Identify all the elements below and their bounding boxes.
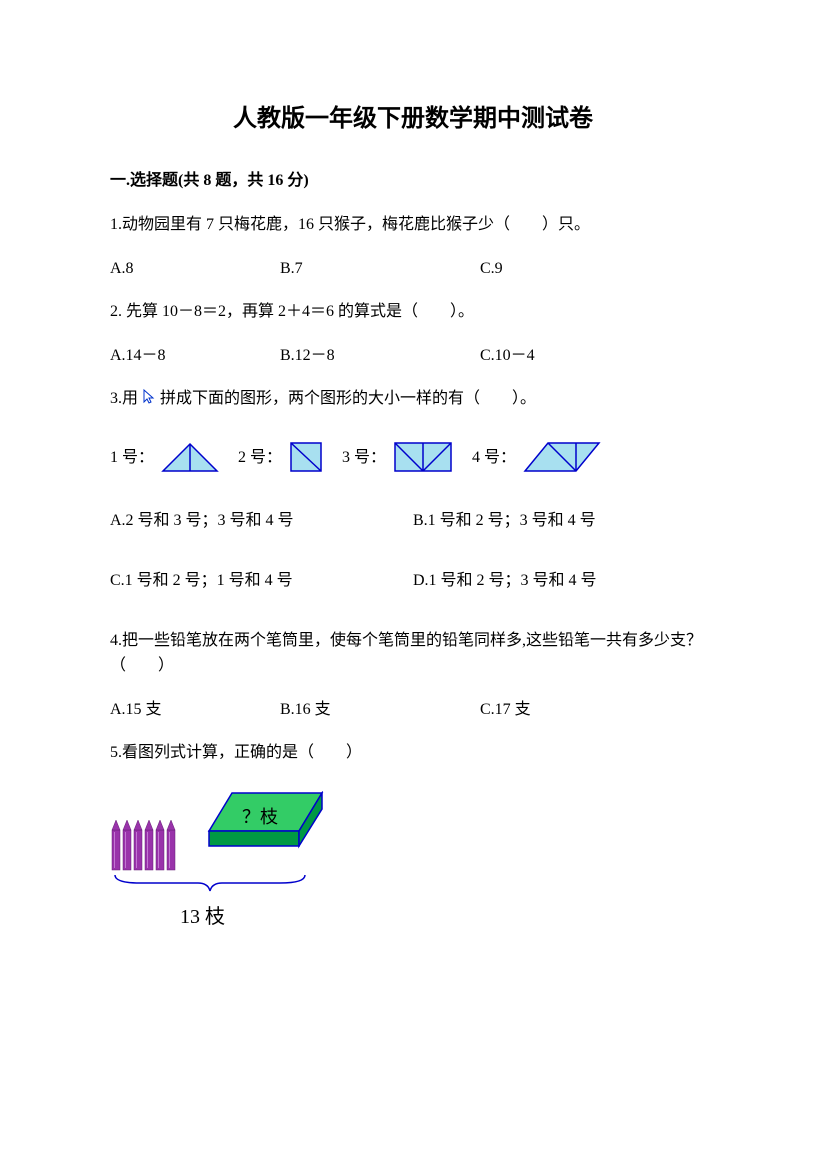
q5-illustration: ？枝 13 枝 <box>110 791 716 933</box>
section-header: 一.选择题(共 8 题，共 16 分) <box>110 168 716 194</box>
q1-opt-c: C.9 <box>480 256 503 282</box>
q3-opt-d: D.1 号和 2 号；3 号和 4 号 <box>413 568 716 594</box>
question-3: 3.用 拼成下面的图形，两个图形的大小一样的有（ ）。 <box>110 386 716 412</box>
shape-2-svg <box>288 440 324 474</box>
pencil-3 <box>134 820 142 870</box>
question-1: 1.动物园里有 7 只梅花鹿，16 只猴子，梅花鹿比猴子少（ ）只。 <box>110 212 716 238</box>
q3-opt-a: A.2 号和 3 号；3 号和 4 号 <box>110 508 413 534</box>
shape-1-svg <box>160 441 220 473</box>
q3-text-prefix: 3.用 <box>110 390 138 407</box>
q2-opt-a: A.14－8 <box>110 343 280 369</box>
q1-opt-b: B.7 <box>280 256 480 282</box>
q3-text-suffix: 拼成下面的图形，两个图形的大小一样的有（ ）。 <box>160 390 536 407</box>
shape-2-label: 2 号： <box>238 445 282 471</box>
q2-opt-b: B.12－8 <box>280 343 480 369</box>
question-5: 5.看图列式计算，正确的是（ ） <box>110 740 716 766</box>
q3-opt-b: B.1 号和 2 号；3 号和 4 号 <box>413 508 716 534</box>
shape-3-label: 3 号： <box>342 445 386 471</box>
q3-options-row1: A.2 号和 3 号；3 号和 4 号 B.1 号和 2 号；3 号和 4 号 <box>110 508 716 534</box>
q1-opt-a: A.8 <box>110 256 280 282</box>
q2-opt-c: C.10－4 <box>480 343 535 369</box>
shape-2: 2 号： <box>238 440 324 474</box>
question-2: 2. 先算 10－8＝2，再算 2＋4＝6 的算式是（ ）。 <box>110 299 716 325</box>
q4-options: A.15 支 B.16 支 C.17 支 <box>110 697 716 723</box>
green-box: ？枝 <box>207 791 327 875</box>
shape-1: 1 号： <box>110 441 220 473</box>
q3-shapes: 1 号： 2 号： 3 号： 4 号： <box>110 440 716 474</box>
q4-opt-b: B.16 支 <box>280 697 480 723</box>
brace <box>110 873 716 904</box>
q4-opt-a: A.15 支 <box>110 697 280 723</box>
q3-options-row2: C.1 号和 2 号；1 号和 4 号 D.1 号和 2 号；3 号和 4 号 <box>110 568 716 594</box>
shape-4-label: 4 号： <box>472 445 516 471</box>
q2-options: A.14－8 B.12－8 C.10－4 <box>110 343 716 369</box>
pencil-1 <box>112 820 120 870</box>
q4-opt-c: C.17 支 <box>480 697 531 723</box>
pencil-5 <box>156 820 164 870</box>
pencil-4 <box>145 820 153 870</box>
shape-3-svg <box>392 440 454 474</box>
shape-4-svg <box>522 440 602 474</box>
box-label-text: ？枝 <box>242 807 278 827</box>
question-4: 4.把一些铅笔放在两个笔筒里，使每个笔筒里的铅笔同样多,这些铅笔一共有多少支？（… <box>110 628 716 679</box>
pencil-6 <box>167 820 175 870</box>
shape-4: 4 号： <box>472 440 602 474</box>
shape-1-label: 1 号： <box>110 445 154 471</box>
page-title: 人教版一年级下册数学期中测试卷 <box>110 100 716 138</box>
pencils-group <box>110 820 185 875</box>
shape-3: 3 号： <box>342 440 454 474</box>
cursor-icon <box>142 387 156 413</box>
q1-options: A.8 B.7 C.9 <box>110 256 716 282</box>
q3-opt-c: C.1 号和 2 号；1 号和 4 号 <box>110 568 413 594</box>
total-label: 13 枝 <box>180 901 716 933</box>
pencil-2 <box>123 820 131 870</box>
